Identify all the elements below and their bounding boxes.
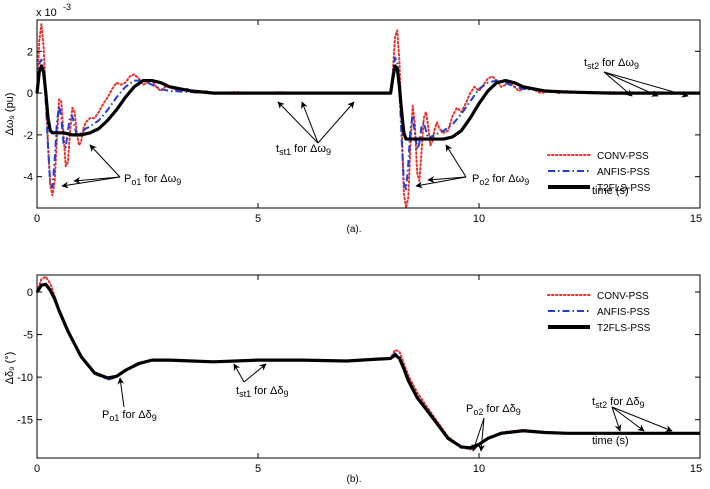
panel-b: 0 5 10 15 0 -5 -10 -15 Δδ₉ (°) time (s) (b). CO… — [4, 274, 702, 485]
panel-a-traces — [35, 23, 701, 209]
arrow-po1-a-3 — [89, 144, 121, 178]
x-tick-label: 0 — [34, 463, 40, 475]
arrow-po1-a-2 — [73, 176, 121, 184]
y-tick-label: -2 — [23, 130, 33, 142]
arrow-tst1-a-2 — [301, 101, 319, 144]
arrow-po2-a-1 — [415, 176, 467, 189]
panel-a-legend: CONV-PSS ANFIS-PSS T2FLS-PSS — [547, 151, 651, 194]
y-tick-label: -15 — [17, 415, 33, 427]
annotation-po2-a: Po2 for Δω9 — [472, 173, 529, 187]
arrow-tst1-b-2 — [243, 363, 267, 383]
panel-b-ylabel: Δδ₉ (°) — [4, 352, 16, 385]
y-tick-label: -4 — [23, 172, 33, 184]
panel-a-plot-area — [37, 20, 700, 208]
arrow-po2-a-2 — [427, 176, 467, 183]
arrow-tst2-b-3 — [611, 406, 673, 432]
series-line-t2fls-pss — [35, 282, 700, 450]
legend-label-conv-pss-b: CONV-PSS — [597, 291, 649, 302]
legend-label-anfis-pss: ANFIS-PSS — [597, 167, 650, 178]
arrow-po2-a-3 — [445, 144, 467, 178]
y-tick-label: 0 — [27, 88, 33, 100]
x-tick-label: 10 — [473, 213, 485, 225]
panel-b-caption: (b). — [347, 474, 362, 485]
panel-b-xlabel: time (s) — [592, 435, 629, 447]
series-line-t2fls-pss — [35, 64, 700, 141]
annotation-po2-b: Po2 for Δδ9 — [466, 403, 521, 417]
arrow-po2-b-1 — [471, 417, 485, 452]
panel-b-frame — [36, 274, 701, 459]
panel-a-caption: (a). — [347, 224, 362, 235]
annotation-tst1-b: tst1 for Δδ9 — [236, 385, 289, 399]
y-tick-label: 0 — [27, 287, 33, 299]
x-tick-label: 15 — [690, 213, 702, 225]
x-tick-label: 10 — [473, 463, 485, 475]
annotation-tst2-a: tst2 for Δω9 — [584, 57, 639, 71]
arrow-tst2-a-2 — [603, 71, 659, 97]
annotation-tst2-b: tst2 for Δδ9 — [592, 396, 645, 410]
panel-a-y-multiplier-exp: -3 — [63, 2, 71, 12]
panel-b-ticks: 0 5 10 15 0 -5 -10 -15 — [17, 275, 702, 475]
arrow-tst2-b-2 — [611, 406, 645, 432]
arrow-po2-b-2 — [478, 417, 486, 452]
legend-label-t2fls-pss-b: T2FLS-PSS — [597, 323, 651, 334]
arrow-tst2-b-1 — [611, 406, 622, 432]
annotation-po1-a: Po1 for Δω9 — [124, 173, 181, 187]
panel-a-frame — [36, 19, 701, 209]
legend-label-t2fls-pss: T2FLS-PSS — [597, 183, 651, 194]
arrow-tst2-a-3 — [603, 71, 689, 98]
panel-b-traces — [35, 275, 701, 451]
arrow-tst1-a-1 — [277, 101, 319, 144]
arrow-tst1-b-1 — [233, 363, 245, 383]
panel-a-xlabel: time (s) — [592, 185, 629, 197]
panel-b-annotations — [117, 363, 673, 452]
x-tick-label: 5 — [255, 213, 261, 225]
panel-b-legend: CONV-PSS ANFIS-PSS T2FLS-PSS — [547, 291, 651, 334]
y-tick-label: 2 — [27, 46, 33, 58]
panel-a-y-multiplier: x 10 — [36, 7, 57, 19]
panel-b-plot-area — [37, 275, 700, 458]
panel-a-annotations — [61, 71, 689, 189]
arrow-tst1-a-3 — [317, 101, 355, 144]
legend-label-anfis-pss-b: ANFIS-PSS — [597, 307, 650, 318]
arrow-po1-a-1 — [61, 176, 121, 189]
y-tick-label: -5 — [23, 330, 33, 342]
x-tick-label: 15 — [690, 463, 702, 475]
x-tick-label: 5 — [255, 463, 261, 475]
annotation-po1-b: Po1 for Δδ9 — [102, 409, 157, 423]
y-tick-label: -10 — [17, 372, 33, 384]
arrow-po1-b — [117, 377, 125, 408]
panel-a-ylabel: Δω₉ (pu) — [4, 93, 16, 136]
arrow-tst2-a-1 — [603, 71, 633, 97]
legend-label-conv-pss: CONV-PSS — [597, 151, 649, 162]
annotation-tst1-a: tst1 for Δω9 — [276, 143, 331, 157]
x-tick-label: 0 — [34, 213, 40, 225]
